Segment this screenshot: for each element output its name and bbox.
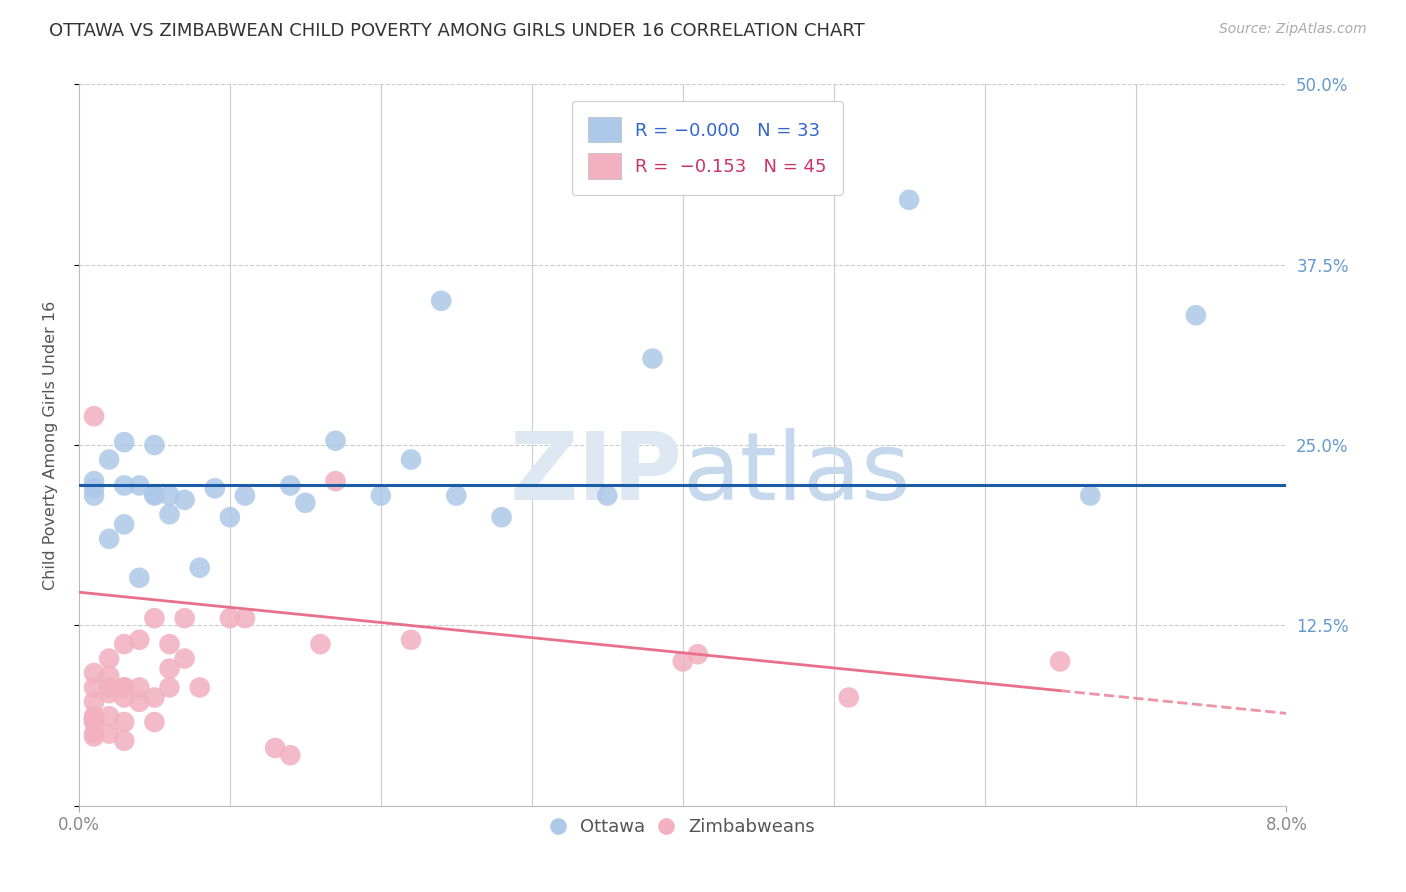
- Point: [112, 714, 135, 729]
- Point: [159, 681, 181, 695]
- Point: [219, 510, 242, 524]
- Y-axis label: Child Poverty Among Girls Under 16: Child Poverty Among Girls Under 16: [44, 301, 58, 590]
- Point: [1049, 655, 1071, 669]
- Point: [98, 452, 121, 467]
- Point: [325, 434, 347, 448]
- Point: [188, 560, 211, 574]
- Point: [83, 712, 105, 726]
- Point: [112, 478, 135, 492]
- Point: [672, 655, 695, 669]
- Point: [112, 517, 135, 532]
- Point: [83, 681, 105, 695]
- Point: [430, 293, 453, 308]
- Point: [83, 409, 105, 424]
- Point: [98, 709, 121, 723]
- Point: [446, 489, 468, 503]
- Point: [325, 474, 347, 488]
- Point: [112, 637, 135, 651]
- Point: [112, 435, 135, 450]
- Point: [83, 709, 105, 723]
- Legend: Ottawa, Zimbabweans: Ottawa, Zimbabweans: [544, 811, 823, 844]
- Point: [143, 690, 166, 705]
- Point: [83, 714, 105, 729]
- Point: [278, 478, 301, 492]
- Point: [370, 489, 392, 503]
- Point: [399, 632, 422, 647]
- Point: [264, 741, 287, 756]
- Point: [83, 712, 105, 726]
- Point: [98, 726, 121, 740]
- Point: [98, 651, 121, 665]
- Point: [1185, 308, 1208, 322]
- Point: [98, 532, 121, 546]
- Point: [98, 681, 121, 695]
- Point: [309, 637, 332, 651]
- Text: atlas: atlas: [683, 428, 911, 520]
- Point: [233, 611, 256, 625]
- Point: [83, 489, 105, 503]
- Point: [159, 637, 181, 651]
- Point: [399, 452, 422, 467]
- Point: [83, 474, 105, 488]
- Point: [128, 571, 150, 585]
- Point: [173, 492, 195, 507]
- Point: [143, 487, 166, 501]
- Point: [112, 681, 135, 695]
- Point: [143, 438, 166, 452]
- Point: [143, 611, 166, 625]
- Point: [898, 193, 921, 207]
- Point: [159, 662, 181, 676]
- Text: ZIP: ZIP: [510, 428, 683, 520]
- Point: [143, 714, 166, 729]
- Point: [173, 611, 195, 625]
- Point: [219, 611, 242, 625]
- Point: [278, 748, 301, 763]
- Point: [1078, 489, 1101, 503]
- Point: [838, 690, 860, 705]
- Point: [204, 481, 226, 495]
- Point: [128, 695, 150, 709]
- Point: [112, 681, 135, 695]
- Point: [112, 690, 135, 705]
- Point: [143, 489, 166, 503]
- Point: [233, 489, 256, 503]
- Point: [188, 681, 211, 695]
- Point: [128, 632, 150, 647]
- Point: [83, 695, 105, 709]
- Text: Source: ZipAtlas.com: Source: ZipAtlas.com: [1219, 22, 1367, 37]
- Point: [128, 478, 150, 492]
- Point: [83, 726, 105, 740]
- Point: [294, 496, 316, 510]
- Point: [159, 508, 181, 522]
- Point: [159, 489, 181, 503]
- Point: [491, 510, 513, 524]
- Point: [686, 647, 709, 661]
- Point: [173, 651, 195, 665]
- Point: [83, 481, 105, 495]
- Point: [98, 686, 121, 700]
- Point: [112, 733, 135, 747]
- Point: [98, 669, 121, 683]
- Text: OTTAWA VS ZIMBABWEAN CHILD POVERTY AMONG GIRLS UNDER 16 CORRELATION CHART: OTTAWA VS ZIMBABWEAN CHILD POVERTY AMONG…: [49, 22, 865, 40]
- Point: [83, 665, 105, 680]
- Point: [596, 489, 619, 503]
- Point: [83, 730, 105, 744]
- Point: [128, 681, 150, 695]
- Point: [641, 351, 664, 366]
